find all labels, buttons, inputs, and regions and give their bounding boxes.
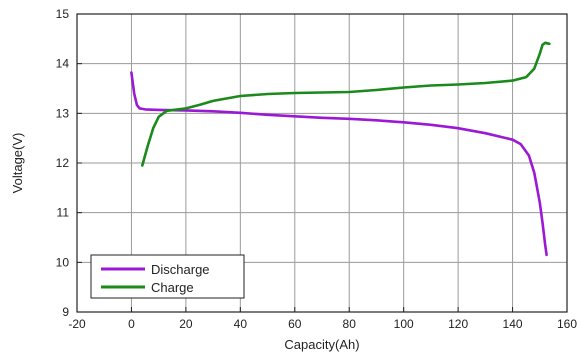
y-tick-label: 13 <box>56 106 70 120</box>
y-axis-title: Voltage(V) <box>10 133 25 194</box>
y-tick-label: 15 <box>56 7 70 21</box>
legend-label-charge: Charge <box>151 280 194 295</box>
legend: Discharge Charge <box>90 254 245 299</box>
x-axis-title: Capacity(Ah) <box>284 337 359 352</box>
grid <box>77 14 567 312</box>
x-tick-label: 160 <box>557 317 577 331</box>
y-tick-label: 10 <box>56 255 70 269</box>
series-line-charge <box>141 41 551 167</box>
x-tick-label: 60 <box>288 317 302 331</box>
x-tick-label: 0 <box>128 317 135 331</box>
x-tick-label: 20 <box>179 317 193 331</box>
ticks: -20 0 20 40 60 80 100 120 140 160 9 10 11 12 13 14 15 <box>56 7 577 331</box>
y-tick-label: 9 <box>62 305 69 319</box>
y-tick-label: 14 <box>56 57 70 71</box>
x-tick-label: -20 <box>68 317 86 331</box>
series-line-discharge <box>130 71 548 257</box>
x-tick-label: 140 <box>503 317 523 331</box>
x-tick-label: 100 <box>394 317 414 331</box>
legend-label-discharge: Discharge <box>151 262 210 277</box>
series-layer <box>130 41 551 257</box>
x-tick-label: 40 <box>234 317 248 331</box>
legend-box <box>90 254 245 299</box>
x-tick-label: 120 <box>448 317 468 331</box>
x-tick-label: 80 <box>343 317 357 331</box>
y-tick-label: 12 <box>56 156 70 170</box>
y-tick-label: 11 <box>57 206 70 220</box>
